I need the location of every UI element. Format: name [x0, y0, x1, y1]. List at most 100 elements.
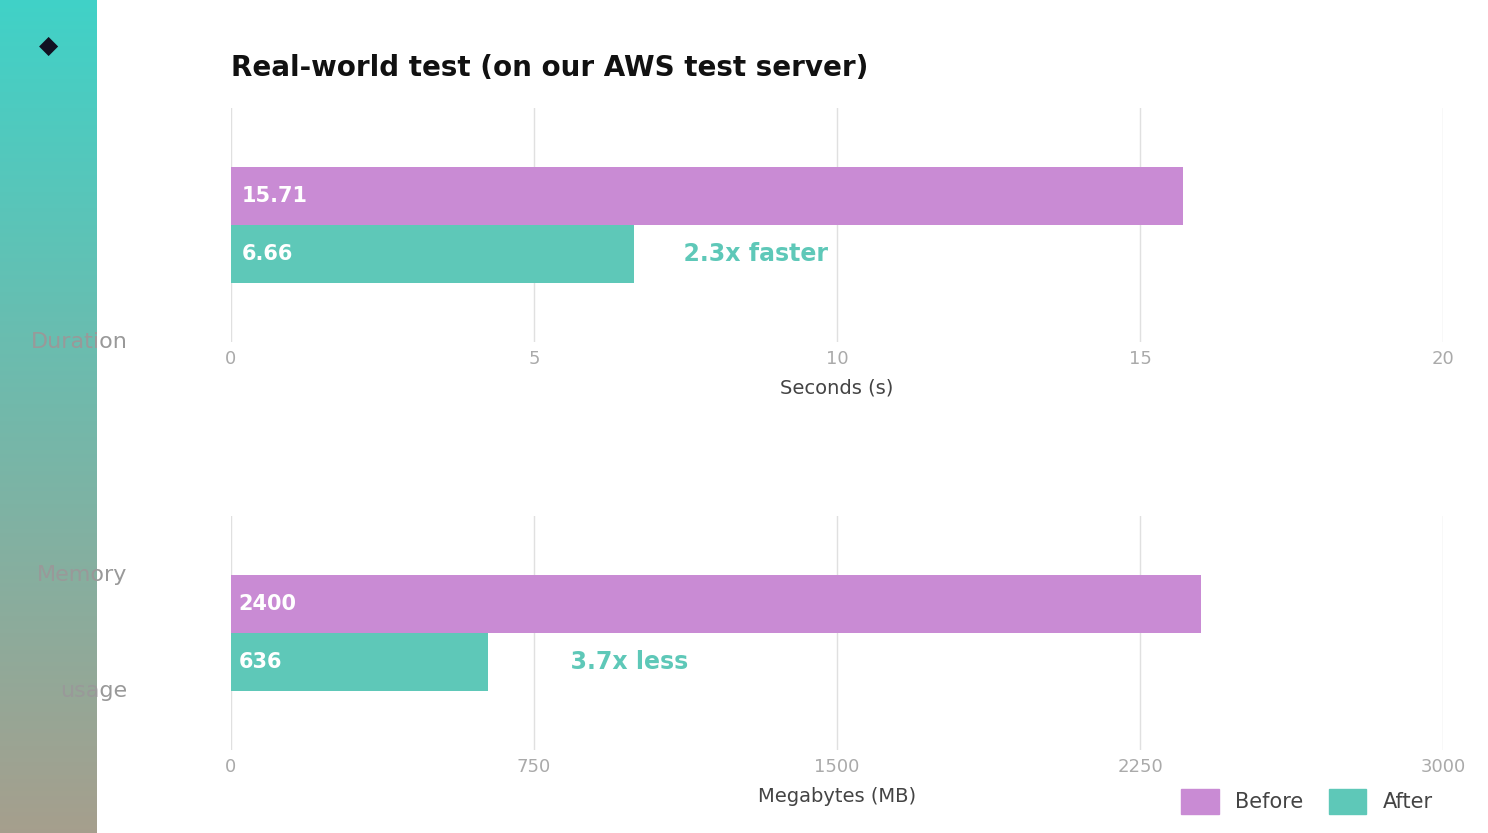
Bar	[0, 396, 97, 400]
Bar	[0, 666, 97, 671]
Bar	[0, 21, 97, 25]
Bar	[0, 704, 97, 708]
Bar	[0, 600, 97, 604]
Bar	[0, 237, 97, 242]
Bar	[0, 816, 97, 821]
Bar	[0, 604, 97, 608]
Bar	[0, 521, 97, 525]
Bar	[0, 104, 97, 108]
Bar	[0, 725, 97, 729]
Bar	[0, 83, 97, 87]
Text: ◆: ◆	[39, 34, 58, 57]
Bar	[0, 154, 97, 158]
Bar	[0, 321, 97, 325]
Bar	[0, 0, 97, 4]
Bar	[0, 662, 97, 666]
Bar	[0, 225, 97, 229]
X-axis label: Megabytes (MB): Megabytes (MB)	[757, 787, 917, 806]
Bar	[0, 562, 97, 566]
Bar	[0, 591, 97, 596]
Bar	[0, 137, 97, 142]
Bar	[0, 416, 97, 421]
Bar	[0, 383, 97, 387]
Bar	[0, 29, 97, 33]
Bar	[0, 221, 97, 225]
Bar	[231, 633, 488, 691]
Bar	[231, 575, 1201, 633]
Text: 6.66: 6.66	[241, 244, 293, 264]
Bar	[0, 37, 97, 42]
Bar	[0, 608, 97, 612]
Bar	[0, 783, 97, 787]
Bar	[0, 646, 97, 650]
Bar	[0, 25, 97, 29]
Bar	[0, 96, 97, 100]
Bar	[0, 404, 97, 408]
Bar	[0, 491, 97, 496]
Bar	[0, 317, 97, 321]
Bar	[0, 708, 97, 712]
Bar	[231, 167, 1183, 225]
Bar	[0, 400, 97, 404]
Bar	[0, 766, 97, 771]
Bar	[0, 212, 97, 217]
Bar	[0, 279, 97, 283]
Bar	[0, 46, 97, 50]
Bar	[0, 779, 97, 783]
Bar	[0, 446, 97, 450]
Text: usage: usage	[61, 681, 128, 701]
Bar	[0, 312, 97, 317]
Bar	[0, 821, 97, 825]
Bar	[0, 750, 97, 754]
Bar	[0, 741, 97, 746]
Bar	[0, 721, 97, 725]
Bar	[0, 525, 97, 529]
Bar	[0, 108, 97, 112]
Bar	[0, 187, 97, 192]
Bar	[0, 354, 97, 358]
Bar	[0, 125, 97, 129]
Bar	[0, 67, 97, 71]
Bar	[0, 267, 97, 271]
Bar	[0, 146, 97, 150]
Bar	[0, 579, 97, 583]
Bar	[0, 512, 97, 516]
Bar	[0, 829, 97, 833]
Bar	[0, 58, 97, 62]
Bar	[0, 71, 97, 75]
Bar	[0, 421, 97, 425]
Bar	[0, 504, 97, 508]
Bar	[0, 654, 97, 658]
Bar	[0, 183, 97, 187]
Bar	[0, 787, 97, 791]
Bar	[0, 308, 97, 312]
Bar	[0, 292, 97, 296]
Bar	[0, 92, 97, 96]
Bar	[0, 754, 97, 758]
Bar	[0, 700, 97, 704]
Bar	[0, 87, 97, 92]
Bar	[0, 200, 97, 204]
Bar	[0, 33, 97, 37]
Bar	[0, 596, 97, 600]
Bar	[0, 229, 97, 233]
Bar	[0, 8, 97, 12]
Bar	[0, 696, 97, 700]
Bar	[0, 62, 97, 67]
Bar	[0, 804, 97, 808]
Bar	[0, 612, 97, 616]
Bar	[0, 800, 97, 804]
Bar	[0, 254, 97, 258]
Bar	[0, 350, 97, 354]
Bar	[0, 758, 97, 762]
Bar	[0, 808, 97, 812]
Bar	[0, 262, 97, 267]
Bar	[0, 733, 97, 737]
Bar	[0, 529, 97, 533]
Bar	[0, 425, 97, 429]
Bar	[0, 687, 97, 691]
Bar	[0, 217, 97, 221]
Bar	[0, 516, 97, 521]
Bar	[0, 483, 97, 487]
Bar	[0, 387, 97, 392]
